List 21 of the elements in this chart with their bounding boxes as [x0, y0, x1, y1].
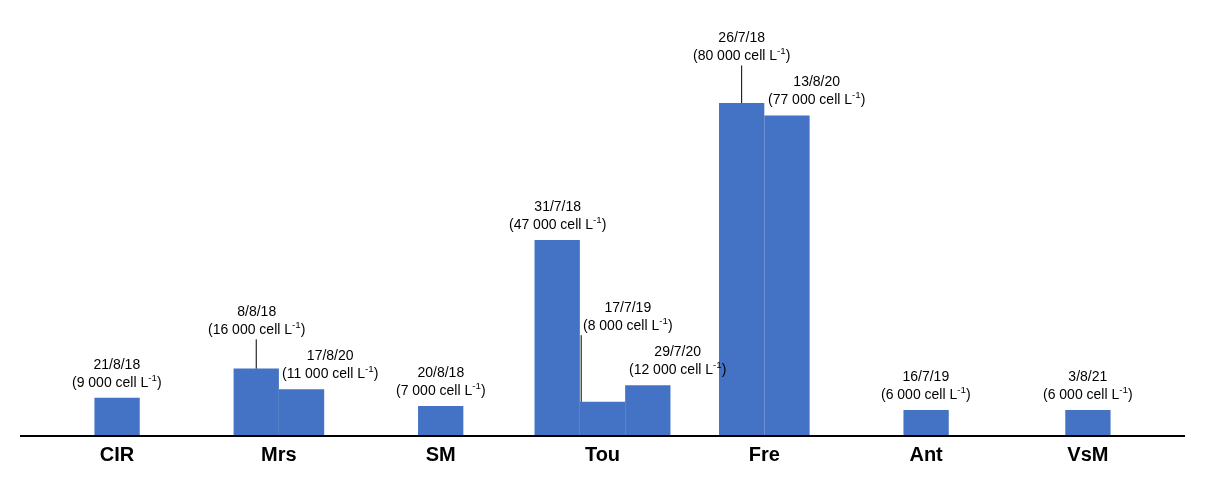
data-label: 31/7/18 (47 000 cell L$^{-1}$): [509, 198, 607, 233]
x-tick-label: CIR: [99, 443, 135, 465]
data-label: 26/7/18 (80 000 cell L$^{-1}$): [693, 29, 791, 64]
x-tick-label: Fre: [748, 443, 780, 465]
x-tick-label: Tou: [584, 443, 621, 465]
bar: [903, 410, 949, 435]
data-label: 17/8/20 (11 000 cell L$^{-1}$): [282, 347, 379, 382]
data-label: 8/8/18 (16 000 cell L$^{-1}$): [208, 303, 306, 338]
bar: [1065, 410, 1111, 435]
data-label: 3/8/21 (6 000 cell L$^{-1}$): [1043, 368, 1133, 403]
data-label: 16/7/19 (6 000 cell L$^{-1}$): [881, 368, 971, 403]
x-tick-label: VsM: [1067, 443, 1109, 465]
bar: [418, 405, 464, 435]
data-label: 13/8/20 (77 000 cell L$^{-1}$): [768, 73, 866, 108]
x-tick-label: SM: [425, 443, 456, 465]
data-label: 20/8/18 (7 000 cell L$^{-1}$): [396, 364, 486, 399]
data-label: 21/8/18 (9 000 cell L$^{-1}$): [72, 356, 162, 391]
x-tick-label: Mrs: [261, 443, 297, 465]
x-tick-label: Ant: [909, 443, 944, 465]
data-label: 17/7/19 (8 000 cell L$^{-1}$): [583, 299, 673, 334]
bar: [94, 397, 140, 435]
